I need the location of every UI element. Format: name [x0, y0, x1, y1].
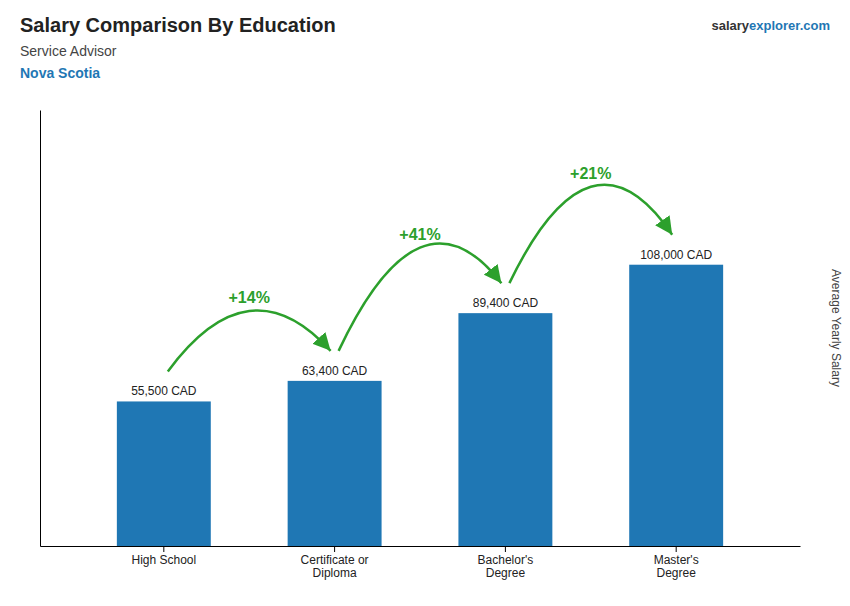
x-tick-label-line: High School	[131, 553, 196, 567]
data-label: 55,500 CAD	[131, 384, 197, 398]
plot: High School Certificate orDiploma Bachelor…	[41, 111, 801, 581]
data-label: 63,400 CAD	[302, 364, 368, 378]
bars	[117, 265, 723, 546]
bar	[117, 401, 211, 546]
x-tick: Bachelor'sDegree	[478, 546, 534, 580]
x-tick: Master'sDegree	[654, 546, 699, 580]
x-tick-label-line: Master's	[654, 553, 699, 567]
x-tick-label-line: Diploma	[313, 566, 357, 580]
brand-part: .com	[800, 18, 830, 33]
x-tick-label-line: Bachelor's	[478, 553, 534, 567]
x-tick: High School	[131, 546, 196, 567]
brand-part: explorer	[749, 18, 800, 33]
x-tick-label-line: Degree	[486, 566, 526, 580]
x-tick-mark	[163, 546, 164, 552]
change-arrow	[339, 243, 502, 350]
x-tick-label: Bachelor'sDegree	[478, 553, 534, 581]
x-axis-line	[41, 546, 801, 547]
subtitle: Service Advisor	[20, 43, 117, 59]
x-tick-label-line: Degree	[657, 566, 697, 580]
change-arrow	[509, 185, 672, 283]
data-label: 89,400 CAD	[473, 296, 539, 310]
y-axis-label: Average Yearly Salary	[829, 269, 843, 387]
y-axis	[40, 111, 41, 547]
data-label: 108,000 CAD	[640, 248, 712, 262]
change-label: +21%	[570, 165, 611, 182]
x-tick-mark	[334, 546, 335, 552]
x-tick: Certificate orDiploma	[301, 546, 369, 580]
brand: salaryexplorer.com	[711, 18, 830, 33]
data-labels: 55,500 CAD 63,400 CAD 89,400 CAD 108,000 CA…	[131, 248, 712, 399]
change-label: +14%	[229, 289, 270, 306]
y-axis-line	[40, 111, 41, 547]
brand-part: salary	[711, 18, 749, 33]
change-arrow	[168, 310, 331, 371]
x-tick-mark	[676, 546, 677, 552]
location: Nova Scotia	[20, 65, 100, 81]
x-tick-label: Certificate orDiploma	[301, 553, 369, 581]
x-tick-label-line: Certificate or	[301, 553, 369, 567]
x-tick-label: Master'sDegree	[654, 553, 699, 581]
x-axis: High School Certificate orDiploma Bachelor…	[41, 546, 801, 580]
bar	[629, 265, 723, 546]
x-tick-label: High School	[131, 553, 196, 567]
bar	[288, 381, 382, 546]
bar	[458, 313, 552, 546]
chart: Salary Comparison By Education Service Ad…	[0, 0, 850, 606]
x-tick-mark	[505, 546, 506, 552]
title: Salary Comparison By Education	[20, 14, 336, 36]
change-arrows: +14% +41% +21%	[168, 165, 672, 372]
change-label: +41%	[399, 226, 440, 243]
